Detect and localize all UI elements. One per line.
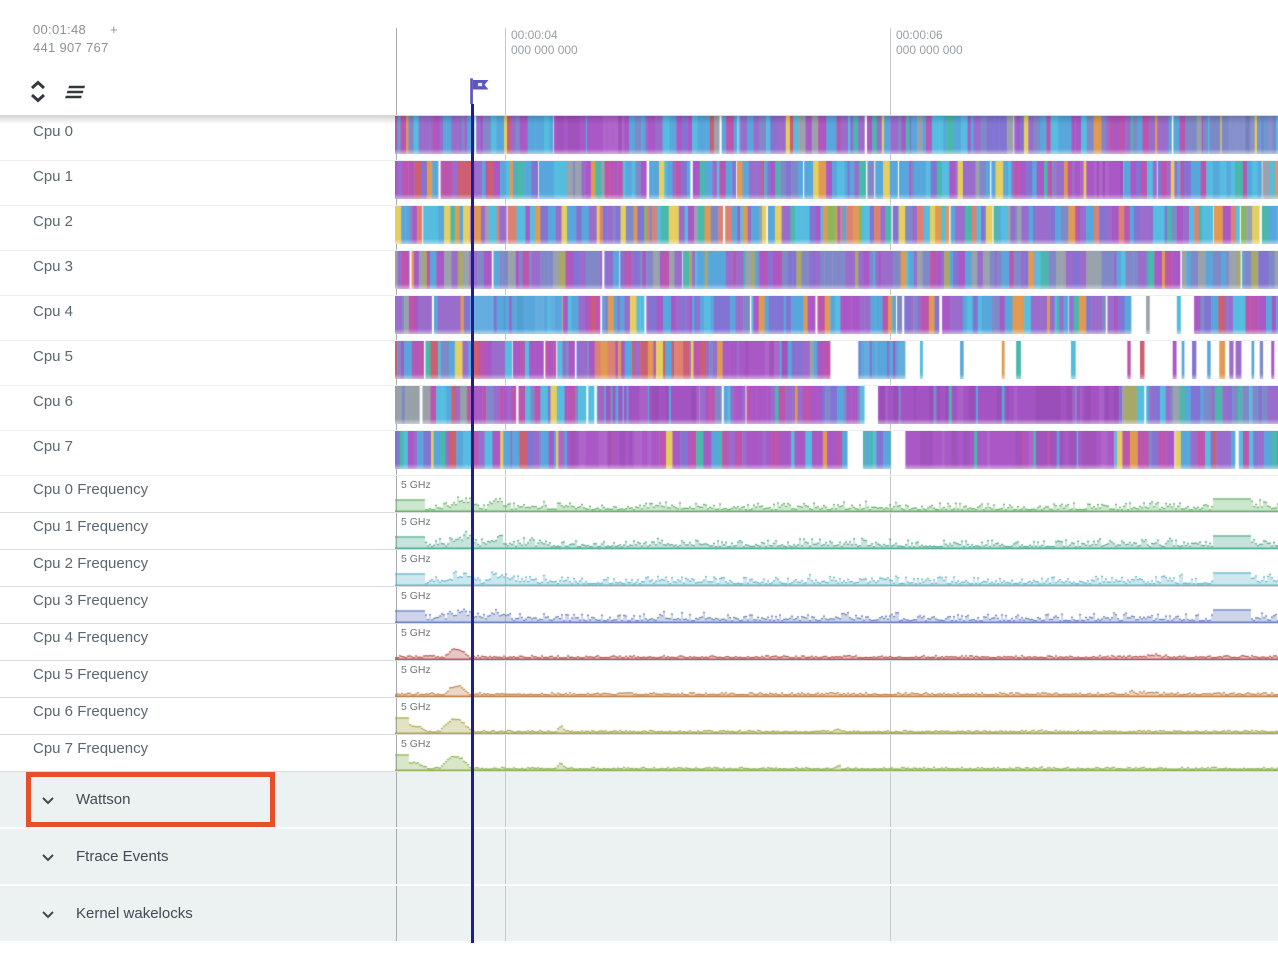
track-area bbox=[395, 296, 1278, 340]
track-label: Cpu 4 Frequency bbox=[33, 629, 149, 646]
timestamp-offset-plus: + bbox=[110, 22, 118, 37]
cpu-freq-chart[interactable] bbox=[395, 587, 1278, 623]
cpu-sched-track[interactable] bbox=[395, 341, 1278, 379]
cpu-freq-chart[interactable] bbox=[395, 735, 1278, 771]
cpu-freq-chart[interactable] bbox=[395, 476, 1278, 512]
track-label: Cpu 1 bbox=[33, 168, 74, 185]
track-label: Cpu 5 bbox=[33, 348, 74, 365]
cpu-track-row[interactable]: Cpu 0 bbox=[0, 116, 1278, 161]
cpu-sched-track[interactable] bbox=[395, 296, 1278, 334]
cpu-track-row[interactable]: Cpu 3 bbox=[0, 251, 1278, 296]
timeline-header: 00:01:48 + 441 907 767 00:00:04 000 000 00… bbox=[0, 0, 1278, 116]
track-area bbox=[395, 431, 1278, 475]
track-label: Cpu 0 bbox=[33, 123, 74, 140]
cpu-freq-chart[interactable] bbox=[395, 550, 1278, 586]
cpu-track-row[interactable]: Cpu 1 bbox=[0, 161, 1278, 206]
freq-scale-label: 5 GHz bbox=[401, 627, 431, 639]
track-area bbox=[395, 251, 1278, 295]
track-label: Cpu 7 Frequency bbox=[33, 740, 149, 757]
cpu-freq-chart[interactable] bbox=[395, 513, 1278, 549]
section-label: Ftrace Events bbox=[76, 848, 169, 865]
chevron-down-icon[interactable] bbox=[38, 790, 58, 810]
unfold-more-icon[interactable] bbox=[28, 80, 48, 109]
freq-scale-label: 5 GHz bbox=[401, 664, 431, 676]
freq-track-row[interactable]: Cpu 4 Frequency 5 GHz bbox=[0, 624, 1278, 661]
section-row[interactable]: Kernel wakelocks bbox=[0, 886, 1278, 943]
cpu-sched-track[interactable] bbox=[395, 116, 1278, 154]
track-area: 5 GHz bbox=[395, 735, 1278, 771]
section-label: Kernel wakelocks bbox=[76, 905, 193, 922]
collapsed-sections-background bbox=[0, 772, 1278, 943]
timestamp-nanos: 441 907 767 bbox=[33, 40, 109, 55]
cpu-track-row[interactable]: Cpu 5 bbox=[0, 341, 1278, 386]
track-label: Cpu 3 bbox=[33, 258, 74, 275]
freq-scale-label: 5 GHz bbox=[401, 479, 431, 491]
track-area: 5 GHz bbox=[395, 587, 1278, 623]
freq-scale-label: 5 GHz bbox=[401, 516, 431, 528]
track-area: 5 GHz bbox=[395, 513, 1278, 549]
cpu-freq-chart[interactable] bbox=[395, 698, 1278, 734]
track-area bbox=[395, 341, 1278, 385]
track-area: 5 GHz bbox=[395, 661, 1278, 697]
cpu-sched-track[interactable] bbox=[395, 431, 1278, 469]
track-label: Cpu 5 Frequency bbox=[33, 666, 149, 683]
cpu-track-row[interactable]: Cpu 6 bbox=[0, 386, 1278, 431]
freq-track-row[interactable]: Cpu 3 Frequency 5 GHz bbox=[0, 587, 1278, 624]
chevron-down-icon[interactable] bbox=[38, 847, 58, 867]
freq-scale-label: 5 GHz bbox=[401, 590, 431, 602]
section-row[interactable]: Ftrace Events bbox=[0, 829, 1278, 886]
freq-scale-label: 5 GHz bbox=[401, 553, 431, 565]
track-label: Cpu 6 Frequency bbox=[33, 703, 149, 720]
freq-track-row[interactable]: Cpu 6 Frequency 5 GHz bbox=[0, 698, 1278, 735]
freq-scale-label: 5 GHz bbox=[401, 701, 431, 713]
track-area bbox=[395, 386, 1278, 430]
cpu-sched-track[interactable] bbox=[395, 386, 1278, 424]
freq-track-row[interactable]: Cpu 7 Frequency 5 GHz bbox=[0, 735, 1278, 772]
track-label: Cpu 0 Frequency bbox=[33, 481, 149, 498]
freq-track-row[interactable]: Cpu 1 Frequency 5 GHz bbox=[0, 513, 1278, 550]
track-area: 5 GHz bbox=[395, 624, 1278, 660]
track-area: 5 GHz bbox=[395, 698, 1278, 734]
track-area bbox=[395, 161, 1278, 205]
freq-track-row[interactable]: Cpu 5 Frequency 5 GHz bbox=[0, 661, 1278, 698]
freq-track-row[interactable]: Cpu 0 Frequency 5 GHz bbox=[0, 476, 1278, 513]
cpu-freq-chart[interactable] bbox=[395, 661, 1278, 697]
track-label: Cpu 3 Frequency bbox=[33, 592, 149, 609]
track-label: Cpu 6 bbox=[33, 393, 74, 410]
cpu-freq-chart[interactable] bbox=[395, 624, 1278, 660]
header-divider bbox=[0, 115, 1278, 116]
track-label: Cpu 2 Frequency bbox=[33, 555, 149, 572]
cpu-track-row[interactable]: Cpu 7 bbox=[0, 431, 1278, 476]
tick-nanos: 000 000 000 bbox=[896, 43, 963, 57]
cpu-track-row[interactable]: Cpu 4 bbox=[0, 296, 1278, 341]
track-area bbox=[395, 116, 1278, 160]
ruler-tick-label: 00:00:04 000 000 000 bbox=[511, 28, 578, 58]
track-label: Cpu 4 bbox=[33, 303, 74, 320]
track-area: 5 GHz bbox=[395, 476, 1278, 512]
tick-time: 00:00:04 bbox=[511, 28, 558, 42]
section-label: Wattson bbox=[76, 791, 131, 808]
ruler-tick-label: 00:00:06 000 000 000 bbox=[896, 28, 963, 58]
tick-time: 00:00:06 bbox=[896, 28, 943, 42]
cpu-track-row[interactable]: Cpu 2 bbox=[0, 206, 1278, 251]
tick-nanos: 000 000 000 bbox=[511, 43, 578, 57]
track-area: 5 GHz bbox=[395, 550, 1278, 586]
track-area bbox=[395, 206, 1278, 250]
timestamp-primary: 00:01:48 bbox=[33, 22, 87, 37]
track-label: Cpu 7 bbox=[33, 438, 74, 455]
sort-tracks-icon[interactable] bbox=[62, 83, 88, 106]
track-rows: Cpu 0 Cpu 1 Cpu 2 Cpu 3 Cpu 4 Cpu 5 bbox=[0, 116, 1278, 943]
cpu-sched-track[interactable] bbox=[395, 161, 1278, 199]
chevron-down-icon[interactable] bbox=[38, 904, 58, 924]
section-row[interactable]: Wattson bbox=[0, 772, 1278, 829]
track-label: Cpu 2 bbox=[33, 213, 74, 230]
cpu-sched-track[interactable] bbox=[395, 251, 1278, 289]
track-label: Cpu 1 Frequency bbox=[33, 518, 149, 535]
cpu-sched-track[interactable] bbox=[395, 206, 1278, 244]
freq-scale-label: 5 GHz bbox=[401, 738, 431, 750]
freq-track-row[interactable]: Cpu 2 Frequency 5 GHz bbox=[0, 550, 1278, 587]
cursor-timestamp: 00:01:48 + bbox=[33, 22, 118, 37]
